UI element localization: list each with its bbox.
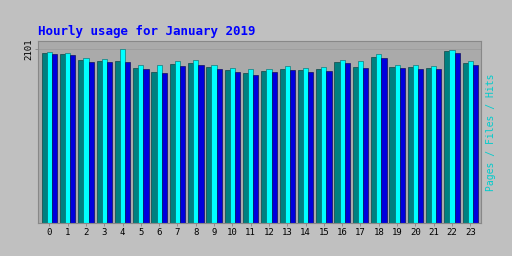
Bar <box>125 62 131 223</box>
Bar <box>450 50 455 223</box>
Bar <box>143 69 148 223</box>
Bar <box>444 51 450 223</box>
Bar <box>339 60 345 223</box>
Bar <box>381 58 387 223</box>
Bar <box>78 60 83 223</box>
Bar <box>266 69 271 223</box>
Bar <box>462 63 467 223</box>
Bar <box>400 68 405 223</box>
Bar <box>225 70 230 223</box>
Bar <box>138 65 143 223</box>
Bar <box>316 69 322 223</box>
Text: Hourly usage for January 2019: Hourly usage for January 2019 <box>38 25 256 38</box>
Bar <box>102 59 107 223</box>
Bar <box>115 61 120 223</box>
Bar <box>188 63 193 223</box>
Bar <box>327 71 332 223</box>
Bar <box>303 68 308 223</box>
Bar <box>217 69 222 223</box>
Bar <box>280 69 285 223</box>
Bar <box>418 69 423 223</box>
Bar <box>436 69 441 223</box>
Bar <box>107 62 112 223</box>
Bar <box>162 73 167 223</box>
Bar <box>413 65 418 223</box>
Bar <box>180 66 185 223</box>
Bar <box>431 66 436 223</box>
Bar <box>473 65 478 223</box>
Bar <box>376 54 381 223</box>
Bar <box>285 66 290 223</box>
Bar <box>89 62 94 223</box>
Bar <box>353 67 358 223</box>
Bar <box>152 71 157 223</box>
Bar <box>70 55 75 223</box>
Bar <box>334 62 339 223</box>
Bar <box>395 65 400 223</box>
Bar <box>261 71 266 223</box>
Bar <box>60 54 65 223</box>
Bar <box>290 70 295 223</box>
Bar <box>211 65 217 223</box>
Bar <box>358 61 363 223</box>
Bar <box>120 49 125 223</box>
Bar <box>467 61 473 223</box>
Bar <box>298 70 303 223</box>
Bar <box>157 65 162 223</box>
Bar <box>235 71 240 223</box>
Bar <box>243 73 248 223</box>
Bar <box>345 63 350 223</box>
Bar <box>206 67 211 223</box>
Bar <box>133 68 138 223</box>
Bar <box>455 52 460 223</box>
Bar <box>47 52 52 223</box>
Text: Pages / Files / Hits: Pages / Files / Hits <box>486 73 496 190</box>
Bar <box>363 68 368 223</box>
Bar <box>230 68 235 223</box>
Bar <box>271 72 277 223</box>
Bar <box>41 53 47 223</box>
Bar <box>96 61 102 223</box>
Bar <box>426 68 431 223</box>
Bar <box>83 58 89 223</box>
Bar <box>322 67 327 223</box>
Bar <box>52 54 57 223</box>
Bar <box>65 53 70 223</box>
Bar <box>308 71 313 223</box>
Bar <box>253 75 259 223</box>
Bar <box>248 69 253 223</box>
Bar <box>193 60 198 223</box>
Bar <box>371 57 376 223</box>
Bar <box>198 65 204 223</box>
Bar <box>389 67 395 223</box>
Bar <box>169 64 175 223</box>
Bar <box>175 61 180 223</box>
Bar <box>408 67 413 223</box>
